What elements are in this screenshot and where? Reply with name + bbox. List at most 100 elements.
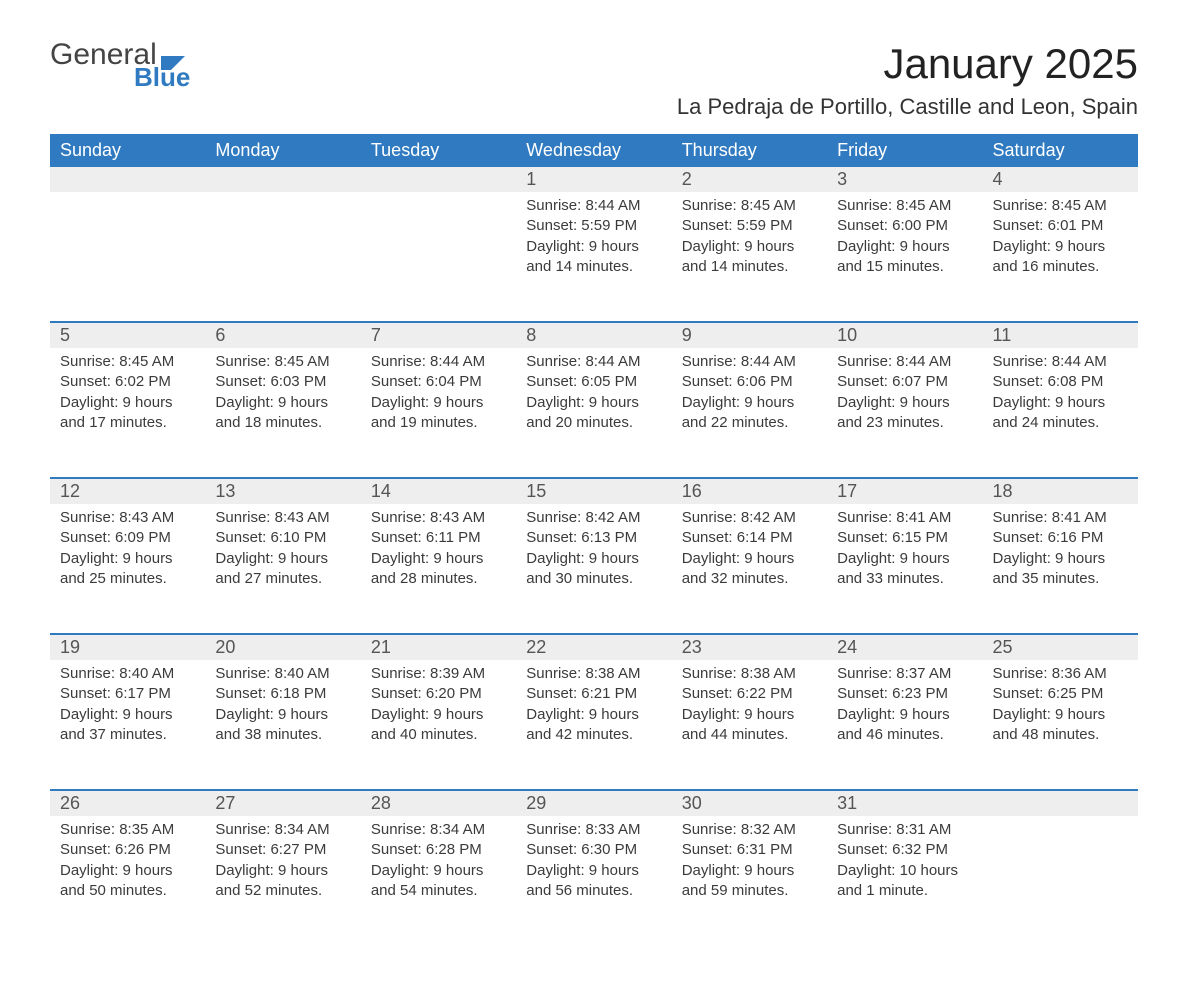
daylight-text: and 14 minutes. [526, 257, 661, 277]
daylight-text: and 38 minutes. [215, 725, 350, 745]
day-content-cell: Sunrise: 8:44 AMSunset: 6:04 PMDaylight:… [361, 348, 516, 478]
weekday-header: Wednesday [516, 134, 671, 167]
daylight-text: and 27 minutes. [215, 569, 350, 589]
daylight-text: Daylight: 9 hours [60, 861, 195, 881]
sunset-text: Sunset: 6:18 PM [215, 684, 350, 704]
day-number-row: 12131415161718 [50, 478, 1138, 504]
daylight-text: and 54 minutes. [371, 881, 506, 901]
calendar-page: General Blue January 2025 La Pedraja de … [0, 0, 1188, 986]
daylight-text: and 30 minutes. [526, 569, 661, 589]
daylight-text: Daylight: 9 hours [837, 393, 972, 413]
day-content-cell: Sunrise: 8:44 AMSunset: 5:59 PMDaylight:… [516, 192, 671, 322]
day-content-cell [361, 192, 516, 322]
daylight-text: and 1 minute. [837, 881, 972, 901]
day-content-cell: Sunrise: 8:44 AMSunset: 6:08 PMDaylight:… [983, 348, 1138, 478]
day-content-cell: Sunrise: 8:38 AMSunset: 6:22 PMDaylight:… [672, 660, 827, 790]
sunrise-text: Sunrise: 8:42 AM [526, 508, 661, 528]
day-number-cell: 4 [983, 167, 1138, 192]
daylight-text: Daylight: 9 hours [526, 705, 661, 725]
daylight-text: and 48 minutes. [993, 725, 1128, 745]
sunset-text: Sunset: 5:59 PM [526, 216, 661, 236]
sunrise-text: Sunrise: 8:42 AM [682, 508, 817, 528]
daylight-text: Daylight: 9 hours [837, 549, 972, 569]
day-content-cell: Sunrise: 8:44 AMSunset: 6:07 PMDaylight:… [827, 348, 982, 478]
sunrise-text: Sunrise: 8:44 AM [526, 196, 661, 216]
daylight-text: and 52 minutes. [215, 881, 350, 901]
sunrise-text: Sunrise: 8:43 AM [215, 508, 350, 528]
sunset-text: Sunset: 6:31 PM [682, 840, 817, 860]
daylight-text: and 37 minutes. [60, 725, 195, 745]
day-content-cell: Sunrise: 8:45 AMSunset: 6:02 PMDaylight:… [50, 348, 205, 478]
day-number-cell: 8 [516, 322, 671, 348]
sunrise-text: Sunrise: 8:31 AM [837, 820, 972, 840]
daylight-text: and 23 minutes. [837, 413, 972, 433]
daylight-text: Daylight: 9 hours [526, 549, 661, 569]
calendar-table: SundayMondayTuesdayWednesdayThursdayFrid… [50, 134, 1138, 946]
day-content-cell: Sunrise: 8:42 AMSunset: 6:14 PMDaylight:… [672, 504, 827, 634]
day-number-cell: 25 [983, 634, 1138, 660]
sunset-text: Sunset: 6:28 PM [371, 840, 506, 860]
daylight-text: and 17 minutes. [60, 413, 195, 433]
day-number-cell: 23 [672, 634, 827, 660]
sunset-text: Sunset: 6:10 PM [215, 528, 350, 548]
day-number-cell: 30 [672, 790, 827, 816]
daylight-text: Daylight: 10 hours [837, 861, 972, 881]
sunrise-text: Sunrise: 8:43 AM [371, 508, 506, 528]
day-number-cell [361, 167, 516, 192]
sunrise-text: Sunrise: 8:34 AM [215, 820, 350, 840]
sunrise-text: Sunrise: 8:33 AM [526, 820, 661, 840]
sunset-text: Sunset: 6:01 PM [993, 216, 1128, 236]
day-content-row: Sunrise: 8:45 AM Sunset: 6:02 PM Daylight:… [50, 348, 1138, 478]
daylight-text: Daylight: 9 hours [682, 237, 817, 257]
sunset-text: Sunset: 6:30 PM [526, 840, 661, 860]
sunrise-text: Sunrise: 8:41 AM [837, 508, 972, 528]
sunset-text: Sunset: 6:14 PM [682, 528, 817, 548]
daylight-text: Daylight: 9 hours [682, 705, 817, 725]
sunset-text: Sunset: 6:13 PM [526, 528, 661, 548]
day-number-row: 1234 [50, 167, 1138, 192]
day-number-cell: 24 [827, 634, 982, 660]
day-content-cell: Sunrise: 8:45 AMSunset: 5:59 PMDaylight:… [672, 192, 827, 322]
day-content-cell: Sunrise: 8:40 AMSunset: 6:18 PMDaylight:… [205, 660, 360, 790]
sunrise-text: Sunrise: 8:38 AM [526, 664, 661, 684]
daylight-text: and 22 minutes. [682, 413, 817, 433]
day-number-cell: 22 [516, 634, 671, 660]
daylight-text: Daylight: 9 hours [526, 393, 661, 413]
daylight-text: Daylight: 9 hours [371, 861, 506, 881]
weekday-header: Tuesday [361, 134, 516, 167]
daylight-text: Daylight: 9 hours [215, 549, 350, 569]
daylight-text: and 42 minutes. [526, 725, 661, 745]
daylight-text: and 18 minutes. [215, 413, 350, 433]
sunrise-text: Sunrise: 8:45 AM [215, 352, 350, 372]
daylight-text: Daylight: 9 hours [371, 393, 506, 413]
daylight-text: Daylight: 9 hours [215, 393, 350, 413]
sunset-text: Sunset: 6:02 PM [60, 372, 195, 392]
day-number-cell: 31 [827, 790, 982, 816]
sunset-text: Sunset: 5:59 PM [682, 216, 817, 236]
day-content-cell: Sunrise: 8:41 AMSunset: 6:15 PMDaylight:… [827, 504, 982, 634]
daylight-text: Daylight: 9 hours [371, 549, 506, 569]
day-content-cell: Sunrise: 8:39 AMSunset: 6:20 PMDaylight:… [361, 660, 516, 790]
sunrise-text: Sunrise: 8:44 AM [682, 352, 817, 372]
day-number-cell: 6 [205, 322, 360, 348]
sunset-text: Sunset: 6:03 PM [215, 372, 350, 392]
day-content-cell: Sunrise: 8:34 AMSunset: 6:27 PMDaylight:… [205, 816, 360, 946]
daylight-text: and 59 minutes. [682, 881, 817, 901]
sunrise-text: Sunrise: 8:45 AM [682, 196, 817, 216]
weekday-header-row: SundayMondayTuesdayWednesdayThursdayFrid… [50, 134, 1138, 167]
daylight-text: and 16 minutes. [993, 257, 1128, 277]
sunset-text: Sunset: 6:16 PM [993, 528, 1128, 548]
day-number-cell: 1 [516, 167, 671, 192]
sunset-text: Sunset: 6:22 PM [682, 684, 817, 704]
sunrise-text: Sunrise: 8:38 AM [682, 664, 817, 684]
day-number-cell [983, 790, 1138, 816]
sunset-text: Sunset: 6:17 PM [60, 684, 195, 704]
sunset-text: Sunset: 6:06 PM [682, 372, 817, 392]
day-content-cell: Sunrise: 8:31 AMSunset: 6:32 PMDaylight:… [827, 816, 982, 946]
day-number-cell: 10 [827, 322, 982, 348]
day-number-cell: 14 [361, 478, 516, 504]
day-number-cell: 17 [827, 478, 982, 504]
sunrise-text: Sunrise: 8:45 AM [837, 196, 972, 216]
day-number-cell: 3 [827, 167, 982, 192]
sunrise-text: Sunrise: 8:44 AM [993, 352, 1128, 372]
